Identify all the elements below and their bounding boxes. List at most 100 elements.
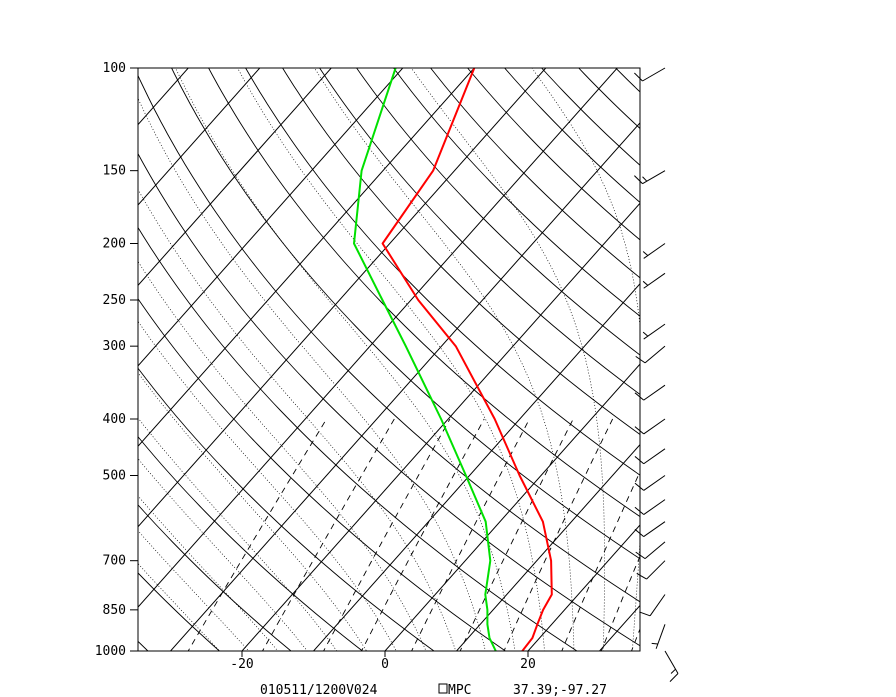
moist-adiabat-line [314, 68, 575, 651]
temperature-trace [381, 68, 553, 651]
pressure-tick-label: 200 [103, 237, 126, 252]
moist-adiabat-line [138, 188, 457, 651]
dry-adiabat-line [653, 68, 896, 656]
wind-barb-staff [643, 499, 666, 515]
dry-adiabat-line [541, 68, 640, 166]
mixing-ratio-line [187, 418, 327, 651]
temperature-axis-labels: -20 0 20 [230, 657, 536, 672]
mixing-ratio-line [503, 418, 614, 651]
moist-adiabat-line [138, 97, 486, 651]
isotherm-line [138, 68, 475, 448]
wind-barb [639, 594, 666, 617]
mixing-ratio-lines [187, 418, 640, 651]
moist-adiabat-lines [138, 68, 765, 663]
dry-adiabat-line [467, 68, 640, 241]
moist-adiabat-line [660, 68, 696, 663]
wind-barb-staff [643, 475, 666, 491]
temperature-tick-label: -20 [230, 657, 253, 672]
mixing-ratio-line [600, 555, 640, 651]
wind-barb-half-feather [670, 668, 676, 674]
wind-barb [642, 323, 666, 340]
isotherm-line [312, 282, 640, 651]
moist-adiabat-line [237, 68, 545, 651]
pressure-tick-label: 100 [103, 61, 126, 76]
isotherm-line [0, 41, 69, 663]
isotherm-line [527, 524, 640, 651]
isotherm-line [803, 41, 896, 663]
wind-barb [634, 418, 666, 435]
moist-adiabat-line [689, 68, 765, 663]
wind-barb [664, 650, 679, 682]
wind-barb-staff [642, 67, 666, 82]
dry-adiabat-line [0, 68, 81, 656]
isotherm-line [169, 122, 640, 651]
dry-adiabat-lines [0, 68, 896, 656]
pressure-tick-label: 500 [103, 468, 126, 483]
isotherm-line [138, 68, 332, 287]
isotherm-lines [0, 41, 896, 663]
wind-barb-staff [643, 384, 666, 401]
dry-adiabat-line [319, 68, 640, 396]
wind-barb [634, 499, 666, 515]
dry-adiabat-line [138, 74, 640, 603]
wind-barb-staff [643, 323, 666, 340]
dry-adiabat-line [356, 68, 640, 356]
moist-adiabat-line [138, 417, 338, 651]
isotherm-line [138, 68, 404, 367]
sounding-traces [353, 68, 553, 651]
moist-adiabat-line [138, 458, 308, 651]
wind-barb-feather [634, 528, 645, 537]
moist-adiabat-line [138, 563, 221, 651]
wind-barb [635, 541, 666, 560]
isotherm-line [138, 68, 261, 206]
wind-barb-feather [634, 72, 643, 82]
wind-barb [634, 521, 666, 537]
dry-adiabat-line [138, 504, 292, 651]
mixing-ratio-line [561, 470, 640, 651]
mixing-ratio-line [631, 627, 640, 651]
wind-barb-feather [634, 456, 645, 465]
wind-barb-half-feather [642, 176, 648, 182]
wind-barb-feather [634, 482, 645, 491]
pressure-tick-label: 850 [103, 603, 126, 618]
isotherm-line [660, 41, 896, 663]
wind-barb-staff [643, 521, 666, 537]
wind-barb-feather [636, 572, 647, 580]
wind-barb [634, 170, 666, 185]
wind-barb [634, 448, 666, 465]
isobar-ticks [130, 67, 529, 657]
wind-barb [634, 384, 666, 401]
wind-barb-feather [634, 506, 645, 515]
moist-adiabat-line [138, 495, 279, 651]
dry-adiabat-line [690, 68, 896, 656]
wind-barb-feather [634, 175, 643, 185]
mixing-ratio-line [360, 418, 485, 651]
wind-barb-feather [634, 392, 645, 401]
wind-barb-feather [669, 673, 679, 682]
dry-adiabat-line [801, 68, 896, 656]
wind-barb [642, 272, 666, 289]
wind-barb [651, 624, 666, 649]
dry-adiabat-line [727, 68, 896, 656]
temperature-tick-label: 0 [381, 657, 389, 672]
dry-adiabat-line [430, 68, 640, 279]
wind-barb-staff [642, 170, 666, 185]
wind-barb [635, 345, 666, 364]
dry-adiabat-line [138, 226, 578, 651]
pressure-tick-label: 150 [103, 164, 126, 179]
mixing-ratio-line [459, 418, 574, 651]
dry-adiabat-line [138, 152, 640, 647]
wind-barb-staff [664, 650, 679, 674]
footer-square-icon [438, 683, 448, 694]
wind-barb-staff [643, 243, 666, 259]
pressure-tick-label: 700 [103, 554, 126, 569]
wind-barb [642, 243, 666, 259]
dry-adiabat-line [245, 68, 640, 476]
temperature-tick-label: 20 [520, 657, 536, 672]
isotherm-line [732, 41, 896, 663]
dry-adiabat-line [138, 367, 435, 651]
dewpoint-trace [353, 68, 497, 651]
pressure-axis-labels: 100 150 200 250 300 400 500 700 850 1000 [95, 61, 126, 659]
wind-barb [636, 560, 666, 580]
